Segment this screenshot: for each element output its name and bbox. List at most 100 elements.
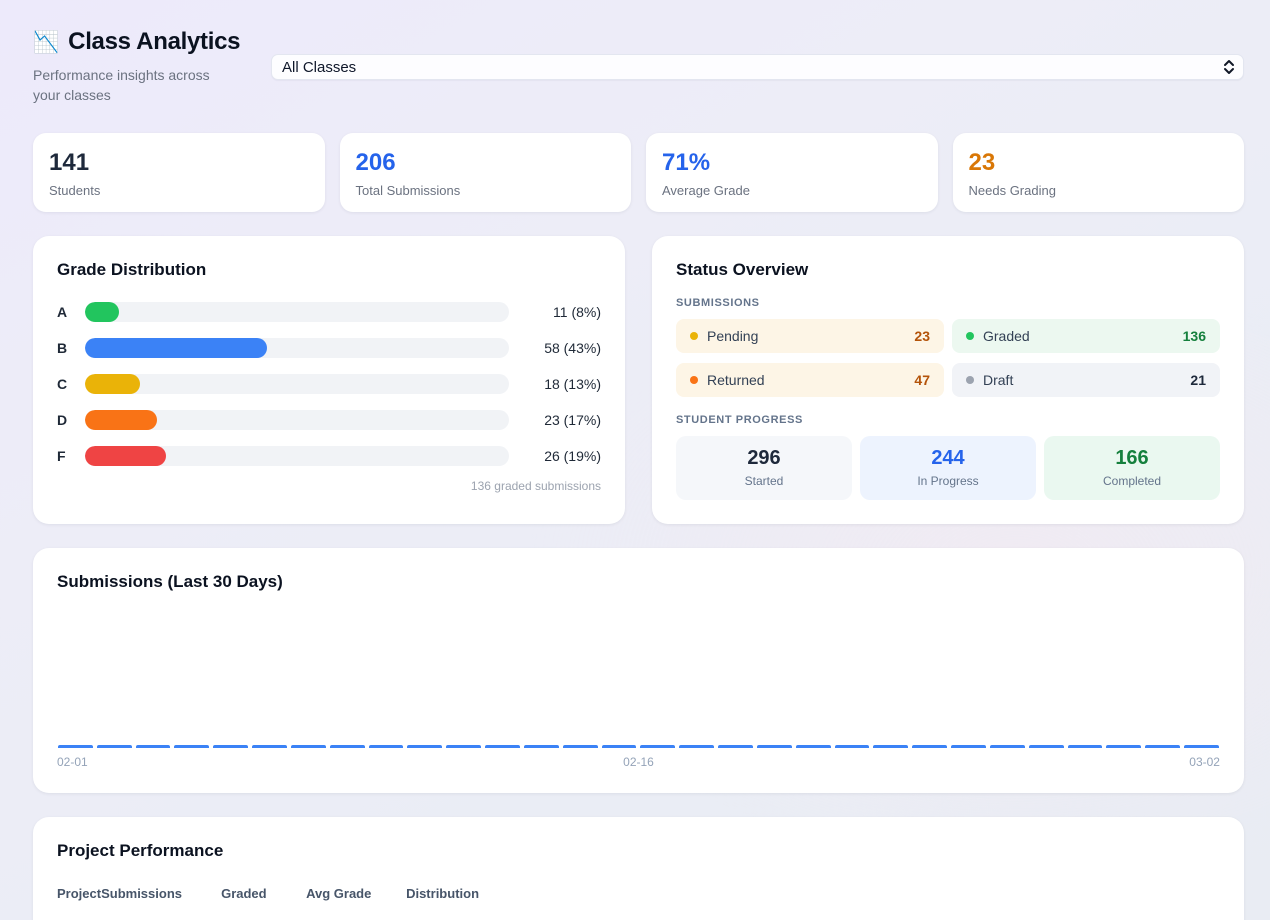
- progress-box-in-progress: 244 In Progress: [860, 436, 1036, 501]
- grade-row-d: D 23 (17%): [57, 410, 601, 431]
- submission-day-bar: [1028, 745, 1064, 749]
- grade-letter: C: [57, 376, 68, 393]
- submission-day-bar: [1145, 745, 1181, 749]
- completed-count: 166: [1115, 447, 1149, 470]
- chart-x-axis-labels: 02-01 02-16 03-02: [57, 755, 1220, 769]
- page-subtitle: Performance insights across your classes: [33, 67, 210, 104]
- submission-day-bar: [329, 745, 365, 749]
- submissions-chart-title: Submissions (Last 30 Days): [57, 572, 283, 592]
- returned-dot-icon: [690, 376, 698, 385]
- submission-day-bar: [562, 745, 598, 749]
- needs-grading-label: Needs Grading: [968, 183, 1056, 199]
- student-progress-section-label: STUDENT PROGRESS: [676, 414, 803, 427]
- completed-label: Completed: [1102, 474, 1162, 489]
- grade-rows: A 11 (8%) B 58 (43%) C 18 (13%) D: [57, 302, 601, 467]
- column-header-submissions: Submissions: [101, 886, 182, 902]
- grade-distribution-panel: Grade Distribution A 11 (8%) B 58 (43%) …: [33, 236, 625, 525]
- stat-card-students: 141 Students: [33, 132, 325, 213]
- grade-bar: [85, 338, 268, 359]
- progress-grid: 296 Started 244 In Progress 166 Complete…: [676, 436, 1220, 501]
- grade-bar: [85, 302, 119, 323]
- grade-bar: [85, 374, 141, 395]
- submission-day-bar: [446, 745, 482, 749]
- submission-day-bar: [1106, 745, 1142, 749]
- column-header-spacer: [518, 886, 580, 901]
- status-value: 47: [914, 372, 930, 389]
- submission-day-bar: [485, 745, 520, 749]
- page-title: Class Analytics: [68, 28, 241, 55]
- submission-day-bar: [1067, 745, 1103, 749]
- average-grade-value: 71%: [662, 148, 711, 176]
- submission-day-bar: [795, 745, 831, 749]
- x-tick-start: 02-01: [57, 755, 88, 770]
- submission-day-bar: [135, 745, 171, 749]
- progress-box-started: 296 Started: [676, 436, 852, 501]
- started-count: 296: [747, 447, 781, 470]
- grade-bar-track: [85, 302, 509, 323]
- grade-row-f: F 26 (19%): [57, 446, 601, 467]
- submission-day-bar: [718, 745, 753, 749]
- submission-day-bar: [213, 745, 249, 749]
- status-pill-pending: Pending 23: [676, 319, 944, 354]
- submission-day-bar: [407, 745, 443, 749]
- status-label: Graded: [983, 328, 1030, 345]
- submission-day-bar: [58, 745, 93, 749]
- grade-row-b: B 58 (43%): [57, 338, 601, 359]
- status-overview-title: Status Overview: [676, 260, 809, 280]
- status-pill-draft: Draft 21: [952, 363, 1220, 398]
- stats-row: 141 Students 206 Total Submissions 71% A…: [33, 132, 1244, 213]
- submission-day-bar: [290, 745, 326, 749]
- grade-row-c: C 18 (13%): [57, 374, 601, 395]
- header-left: 📉 Class Analytics Performance insights a…: [33, 28, 271, 106]
- status-value: 23: [914, 328, 930, 345]
- status-label: Draft: [983, 372, 1014, 389]
- grade-row-a: A 11 (8%): [57, 302, 601, 323]
- panels-row: Grade Distribution A 11 (8%) B 58 (43%) …: [33, 236, 1244, 525]
- status-value: 136: [1182, 328, 1206, 345]
- submission-day-bar: [951, 745, 986, 749]
- chart-decreasing-icon: 📉: [33, 30, 60, 54]
- stat-card-average-grade: 71% Average Grade: [646, 132, 938, 213]
- progress-box-completed: 166 Completed: [1044, 436, 1220, 501]
- grade-distribution-title: Grade Distribution: [57, 260, 207, 280]
- column-header-graded: Graded: [221, 886, 267, 902]
- class-filter: All Classes: [271, 54, 1244, 80]
- submission-day-bar: [1184, 745, 1219, 749]
- in-progress-count: 244: [931, 447, 965, 470]
- grade-bar-track: [85, 410, 509, 431]
- x-tick-mid: 02-16: [623, 755, 654, 770]
- total-submissions-count: 206: [355, 148, 396, 176]
- graded-submissions-footnote: 136 graded submissions: [470, 479, 601, 494]
- class-filter-select[interactable]: All Classes: [271, 54, 1244, 80]
- submission-day-bar: [756, 745, 792, 749]
- submissions-bar-chart: [57, 610, 1220, 749]
- submission-day-bar: [252, 745, 287, 749]
- submission-day-bar: [96, 745, 132, 749]
- submission-day-bar: [989, 745, 1025, 749]
- grade-letter: A: [57, 304, 68, 321]
- submission-day-bar: [912, 745, 948, 749]
- x-tick-end: 03-02: [1189, 755, 1220, 770]
- grade-value: 26 (19%): [544, 448, 601, 465]
- submissions-chart-panel: Submissions (Last 30 Days) 02-01 02-16 0…: [33, 548, 1244, 794]
- pending-dot-icon: [690, 332, 698, 341]
- graded-dot-icon: [966, 332, 974, 341]
- status-label: Returned: [707, 372, 765, 389]
- grade-letter: B: [57, 340, 68, 357]
- students-label: Students: [49, 183, 101, 199]
- grade-bar-track: [85, 338, 509, 359]
- submission-day-bar: [679, 745, 715, 749]
- grade-bar-track: [85, 374, 509, 395]
- total-submissions-label: Total Submissions: [355, 183, 461, 199]
- submission-day-bar: [174, 745, 210, 749]
- in-progress-label: In Progress: [917, 474, 979, 489]
- status-grid: Pending 23 Graded 136 Returned 47 Draft …: [676, 319, 1220, 398]
- submission-day-bar: [873, 745, 909, 749]
- average-grade-label: Average Grade: [662, 183, 750, 199]
- needs-grading-count: 23: [968, 148, 996, 176]
- grade-bar: [85, 446, 166, 467]
- submission-day-bar: [834, 745, 870, 749]
- grade-bar-track: [85, 446, 509, 467]
- grade-value: 11 (8%): [553, 304, 601, 321]
